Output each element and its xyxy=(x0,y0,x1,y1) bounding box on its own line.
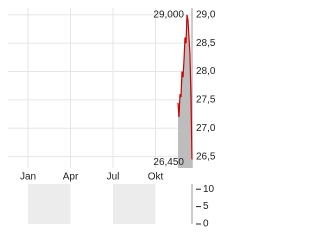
price-line xyxy=(177,14,193,160)
annotation: 26,450 xyxy=(153,157,184,168)
y-tick-label: 29,0 xyxy=(196,9,216,20)
y-tick-label: 27,5 xyxy=(196,95,216,106)
y-tick-label: 5 xyxy=(203,201,209,212)
x-tick-label: Apr xyxy=(63,172,79,183)
period-band xyxy=(28,184,71,224)
x-tick-label: Okt xyxy=(148,172,164,183)
chart: 26,5 27,0 27,5 28,0 28,5 29,0 Jan Apr Jul Okt 29,0… xyxy=(8,8,216,230)
annotation: 29,000 xyxy=(153,9,184,20)
y-tick-label: 26,5 xyxy=(196,151,216,162)
y-tick-label: 0 xyxy=(203,219,209,230)
y-tick-label: 28,5 xyxy=(196,38,216,49)
x-tick-label: Jul xyxy=(107,172,120,183)
x-tick-label: Jan xyxy=(20,172,36,183)
y-tick-label: 27,0 xyxy=(196,123,216,134)
y-tick-label: 10 xyxy=(203,184,215,195)
price-area xyxy=(178,14,192,168)
period-band xyxy=(113,184,156,224)
y-tick-label: 28,0 xyxy=(196,66,216,77)
